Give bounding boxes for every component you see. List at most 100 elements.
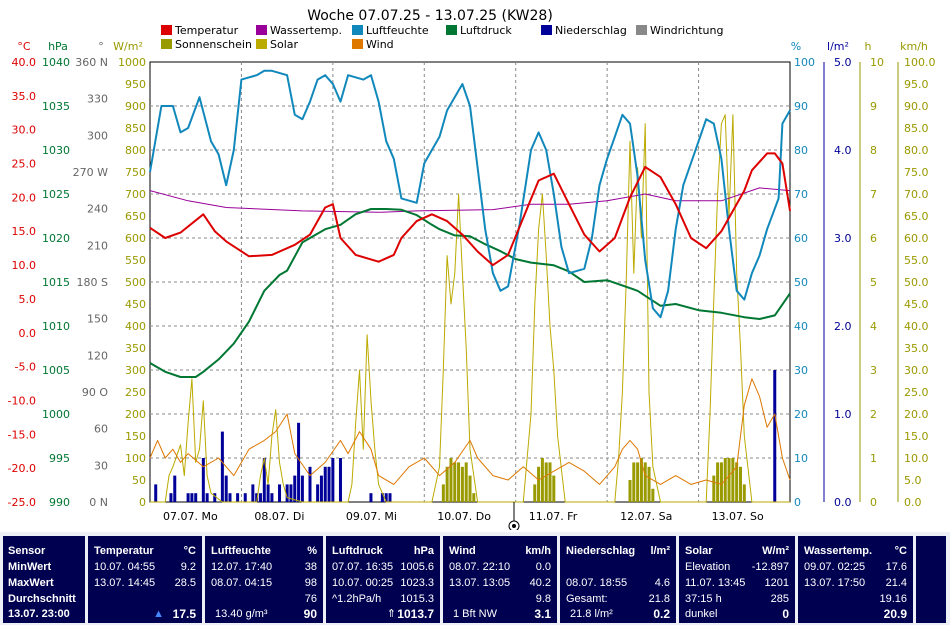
series-line-luftdruck [149,208,791,378]
axis-tick-pressure: 1000 [42,408,70,421]
axis-unit-rain: l/m² [827,40,849,53]
axis-tick-wind: 45.0 [904,298,929,311]
press-min-time: 07.07. 16:35 [332,561,394,573]
panel-wind: Wind km/h 08.07. 22:10 0.0 13.07. 13:05 … [443,536,557,623]
axis-tick-wind_dir: 330 [87,93,108,106]
water-avg-value: 19.16 [879,593,907,605]
sunshine-bar [441,484,445,502]
rain-bar [173,475,177,502]
sunshine-bar [742,484,746,502]
sunshine-bar [719,462,723,502]
rain-bar [369,493,373,502]
series-line-solar [150,114,790,503]
axis-tick-wind: 40.0 [904,320,929,333]
temp-trend-icon: ▲ [153,608,164,620]
axis-tick-wind_dir: 0 N [89,496,108,509]
panel-water: Wassertemp. °C 09.07. 02:25 17.6 13.07. … [798,536,913,623]
hum-unit: % [307,545,317,557]
solar-avg-value: 285 [770,593,789,605]
x-tick-label: 13.07. So [712,510,764,523]
hum-header: Luftfeuchte [211,545,271,557]
panel-blank [916,536,946,623]
legend-swatch [256,39,267,49]
rain-total-value: 21.8 [648,593,670,605]
axis-tick-pressure: 1020 [42,232,70,245]
press-avg-value: 1015.3 [400,593,434,605]
axis-tick-sunshine: 7 [870,188,877,201]
chart-title: Woche 07.07.25 - 13.07.25 (KW28) [307,8,553,24]
axis-tick-humidity: 40 [794,320,808,333]
wind-max-time: 13.07. 13:05 [449,577,511,589]
panel-solar: Solar W/m² Elevation -12.897 11.07. 13:4… [679,536,795,623]
sunshine-bar [544,462,548,502]
rain-bar [220,431,224,502]
water-unit: °C [894,545,907,557]
sunshine-bar [537,466,541,502]
legend: Temperatur Wassertemp. Luftfeuchte Luftdruc… [161,24,723,51]
summary-table: Sensor MinWert MaxWert Durchschnitt 13.0… [0,532,950,625]
axis-tick-solar: 50 [132,474,146,487]
temp-header: Temperatur [94,545,154,557]
press-tendency: ^1.2hPa/h [332,593,382,605]
axis-tick-solar: 650 [125,210,146,223]
rain-max-time: 08.07. 18:55 [566,577,628,589]
sunshine-bar [628,480,632,502]
wind-min-value: 0.0 [535,561,551,573]
sensor-min-label: MinWert [8,561,52,573]
water-header: Wassertemp. [804,545,873,557]
axis-tick-wind: 30.0 [904,364,929,377]
axis-tick-solar: 800 [125,144,146,157]
axis-tick-temperature: 5.0 [19,293,37,306]
sunshine-bar [468,475,472,502]
wind-header: Wind [449,545,476,557]
axis-tick-temperature: 25.0 [12,158,37,171]
axis-tick-humidity: 70 [794,188,808,201]
panel-temperature: Temperatur °C 10.07. 04:55 9.2 13.07. 14… [88,536,202,623]
axis-tick-sunshine: 0 [870,496,877,509]
axis-tick-solar: 0 [139,496,146,509]
press-header: Luftdruck [332,545,383,557]
rain-bar [285,484,289,502]
axis-tick-sunshine: 8 [870,144,877,157]
axis-tick-rain: 3.0 [834,232,852,245]
sunshine-bar [651,488,655,502]
press-unit: hPa [413,545,434,557]
rain-bar [297,422,301,502]
press-max-value: 1023.3 [400,577,434,589]
axis-tick-wind_dir: 150 [87,313,108,326]
sunshine-bar [632,462,636,502]
legend-swatch [161,25,172,35]
axis-tick-humidity: 60 [794,232,808,245]
water-min-time: 09.07. 02:25 [804,561,866,573]
axis-tick-sunshine: 2 [870,408,877,421]
axis-tick-temperature: 0.0 [19,327,37,340]
press-min-value: 1005.6 [400,561,434,573]
axis-tick-solar: 750 [125,166,146,179]
axis-tick-wind: 20.0 [904,408,929,421]
temp-min-value: 9.2 [180,561,196,573]
rain-bar [228,493,232,502]
series-line-temperatur [149,152,791,267]
x-tick-label: 11.07. Fr [529,510,578,523]
panel-pressure: Luftdruck hPa 07.07. 16:35 1005.6 10.07.… [326,536,440,623]
axis-tick-humidity: 100 [794,56,815,69]
rain-current-value: 0.2 [653,607,670,621]
axis-tick-wind: 100.0 [904,56,936,69]
axis-tick-solar: 700 [125,188,146,201]
axis-tick-wind: 25.0 [904,386,929,399]
axis-tick-temperature: -10.0 [8,394,36,407]
rain-bar [194,493,198,502]
solar-max-value: 1201 [764,577,789,589]
time-scroll-handle[interactable] [508,502,520,530]
rain-bar [201,458,205,502]
temp-max-value: 28.5 [174,577,196,589]
x-tick-label: 12.07. Sa [620,510,672,523]
axis-tick-temperature: 15.0 [12,225,37,238]
axis-tick-solar: 500 [125,276,146,289]
axis-tick-wind: 35.0 [904,342,929,355]
rain-bar [308,466,312,502]
axis-tick-wind: 85.0 [904,122,929,135]
x-tick-label: 07.07. Mo [163,510,218,523]
temp-current-value: 17.5 [172,607,196,621]
rain-bar [251,484,255,502]
